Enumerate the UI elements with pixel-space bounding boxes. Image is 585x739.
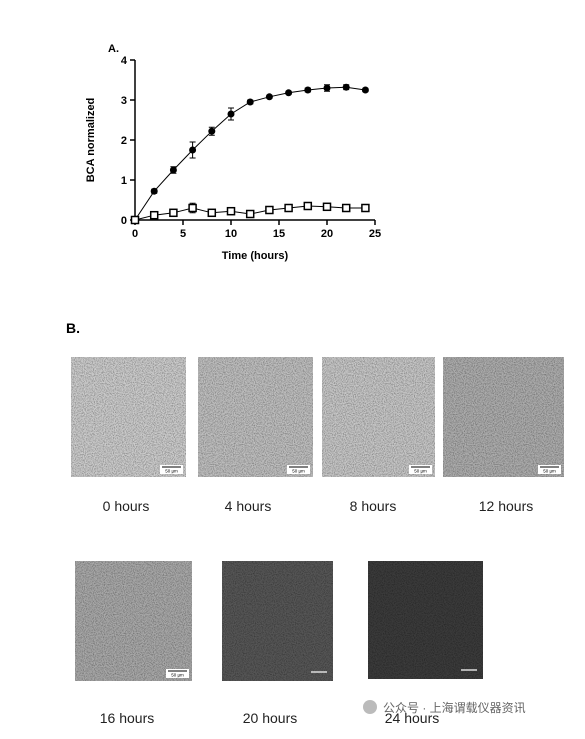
point [265,93,273,101]
point [227,110,235,118]
image-caption: 20 hours [243,710,297,726]
series-line [134,86,366,221]
point [303,201,313,211]
x-tick-label: 25 [369,228,381,240]
point [361,86,369,94]
x-tick-label: 0 [132,228,138,240]
micrograph: 50 µm [71,357,186,477]
micrograph [222,561,333,681]
point [304,86,312,94]
image-texture [222,561,333,681]
image-caption: 0 hours [103,498,150,514]
x-tick-label: 5 [180,228,186,240]
scale-bar-box [287,465,310,474]
scale-bar-label: 50 µm [165,469,178,474]
point [207,208,217,218]
x-axis-label: Time (hours) [222,250,289,262]
point [189,146,197,154]
point [245,209,255,219]
image-caption: 4 hours [225,498,272,514]
micrograph: 50 µm [443,357,564,477]
y-tick-label: 1 [121,175,127,187]
scale-bar-box [166,669,189,678]
scale-bar-box [409,465,432,474]
point [169,208,178,218]
image-texture [198,357,313,477]
image-texture [368,561,483,679]
point [284,203,293,213]
point [226,206,236,216]
image-caption: 8 hours [350,498,397,514]
point [169,166,177,174]
y-tick-label: 0 [121,215,127,227]
image-texture [443,357,564,477]
scale-bar-box [160,465,183,474]
micrograph: 50 µm [322,357,435,477]
x-tick-label: 20 [321,228,333,240]
scale-bar-label: 50 µm [292,469,305,474]
watermark-text: 公众号 · 上海谓载仪器资讯 [383,700,526,715]
image-texture [75,561,192,681]
point [188,203,197,213]
scale-bar-label: 50 µm [171,673,184,678]
image-texture [322,357,435,477]
panel-label: B. [66,320,80,336]
y-tick-label: 4 [121,55,128,67]
image-texture [71,357,186,477]
point [130,215,140,225]
y-tick-label: 2 [121,135,127,147]
y-axis-label: BCA normalized [85,98,97,183]
y-tick-label: 3 [121,95,127,107]
point [323,84,331,92]
point [285,89,293,97]
scale-bar-label: 50 µm [543,469,556,474]
scale-bar-label: 50 µm [414,469,427,474]
image-caption: 16 hours [100,710,154,726]
micrograph: 50 µm [198,357,313,477]
point [149,210,159,220]
point [265,205,274,215]
micrograph: 50 µm [75,561,192,681]
micrograph [368,561,483,679]
point [341,203,351,213]
point [361,203,370,213]
image-caption: 12 hours [479,498,533,514]
point [246,98,254,106]
point [150,187,158,195]
watermark: 公众号 · 上海谓载仪器资讯 [363,700,526,715]
x-tick-label: 10 [225,228,237,240]
panel-label: A. [108,43,119,55]
scale-bar-box [538,465,561,474]
image-caption: 24 hours [385,710,439,726]
point [208,127,216,135]
point [342,83,350,91]
point [322,202,332,212]
x-tick-label: 15 [273,228,285,240]
